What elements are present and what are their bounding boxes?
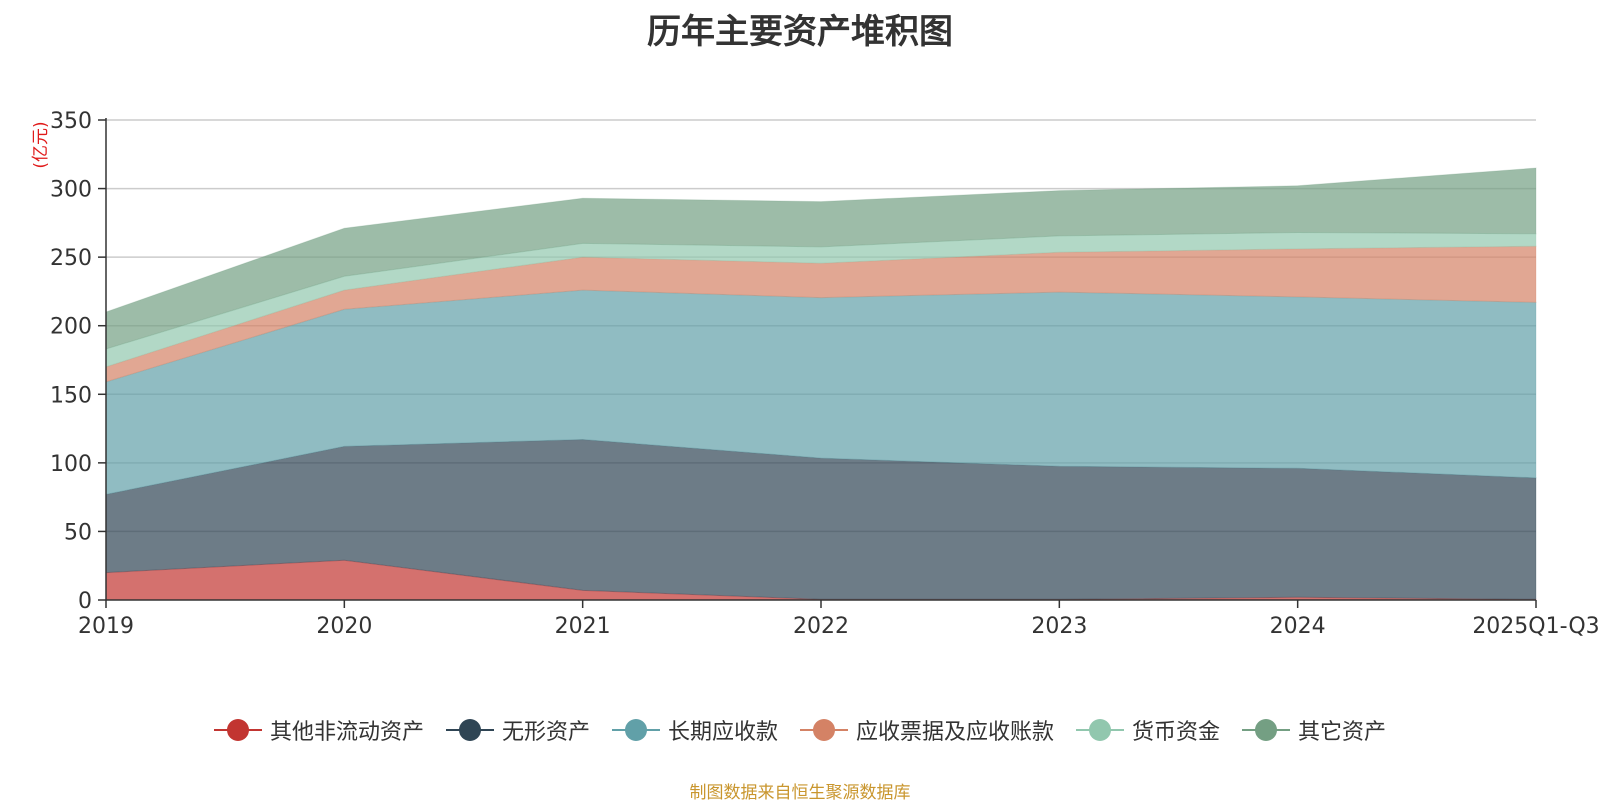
x-tick-label: 2023 <box>1031 614 1087 639</box>
y-tick-label: 250 <box>50 246 92 271</box>
legend-marker-icon <box>213 718 262 742</box>
chart-title: 历年主要资产堆积图 <box>647 12 953 52</box>
y-axis-label: (亿元) <box>31 121 51 168</box>
legend-label: 货币资金 <box>1132 720 1221 745</box>
legend-item-4[interactable]: 货币资金 <box>1076 714 1220 746</box>
y-tick-label: 50 <box>64 520 92 545</box>
y-tick-label: 150 <box>50 383 92 408</box>
legend-item-1[interactable]: 无形资产 <box>445 714 590 746</box>
axes: 0 50 100 150 200 250 300 350 2019 2020 2021 2022 202… <box>50 109 1600 639</box>
y-tick-label: 0 <box>78 589 92 614</box>
source-note: 制图数据来自恒生聚源数据库 <box>689 783 911 803</box>
x-tick-label: 2024 <box>1270 614 1326 639</box>
x-tick-label: 2021 <box>555 614 611 639</box>
legend-label: 无形资产 <box>501 720 590 745</box>
x-tick-label: 2020 <box>316 614 372 639</box>
legend-item-5[interactable]: 其它资产 <box>1242 714 1386 746</box>
area-series <box>105 167 1537 601</box>
x-tick-label: 2022 <box>793 614 849 639</box>
legend-marker-icon <box>1242 718 1291 742</box>
legend-label: 应收票据及应收账款 <box>856 720 1055 745</box>
legend-label: 其他非流动资产 <box>269 720 424 745</box>
area-series-5[interactable] <box>105 167 1537 350</box>
legend-item-2[interactable]: 长期应收款 <box>611 714 778 746</box>
legend-marker-icon <box>1076 718 1125 742</box>
legend: 其他非流动资产 无形资产 长期应收款 应收票据及应收账款 货币资金 其它资产 <box>0 714 1600 746</box>
legend-label: 长期应收款 <box>667 720 778 745</box>
y-tick-label: 350 <box>50 109 92 134</box>
legend-item-0[interactable]: 其他非流动资产 <box>213 714 424 746</box>
legend-marker-icon <box>611 718 660 742</box>
x-tick-label: 2019 <box>78 614 134 639</box>
y-tick-label: 300 <box>50 178 92 203</box>
y-tick-label: 100 <box>50 452 92 477</box>
area-series-4[interactable] <box>105 231 1537 368</box>
x-tick-label: 2025Q1-Q3 <box>1472 614 1599 639</box>
legend-marker-icon <box>445 718 494 742</box>
legend-item-3[interactable]: 应收票据及应收账款 <box>800 714 1054 746</box>
y-tick-label: 200 <box>50 315 92 340</box>
legend-marker-icon <box>800 718 848 742</box>
legend-label: 其它资产 <box>1298 720 1387 745</box>
